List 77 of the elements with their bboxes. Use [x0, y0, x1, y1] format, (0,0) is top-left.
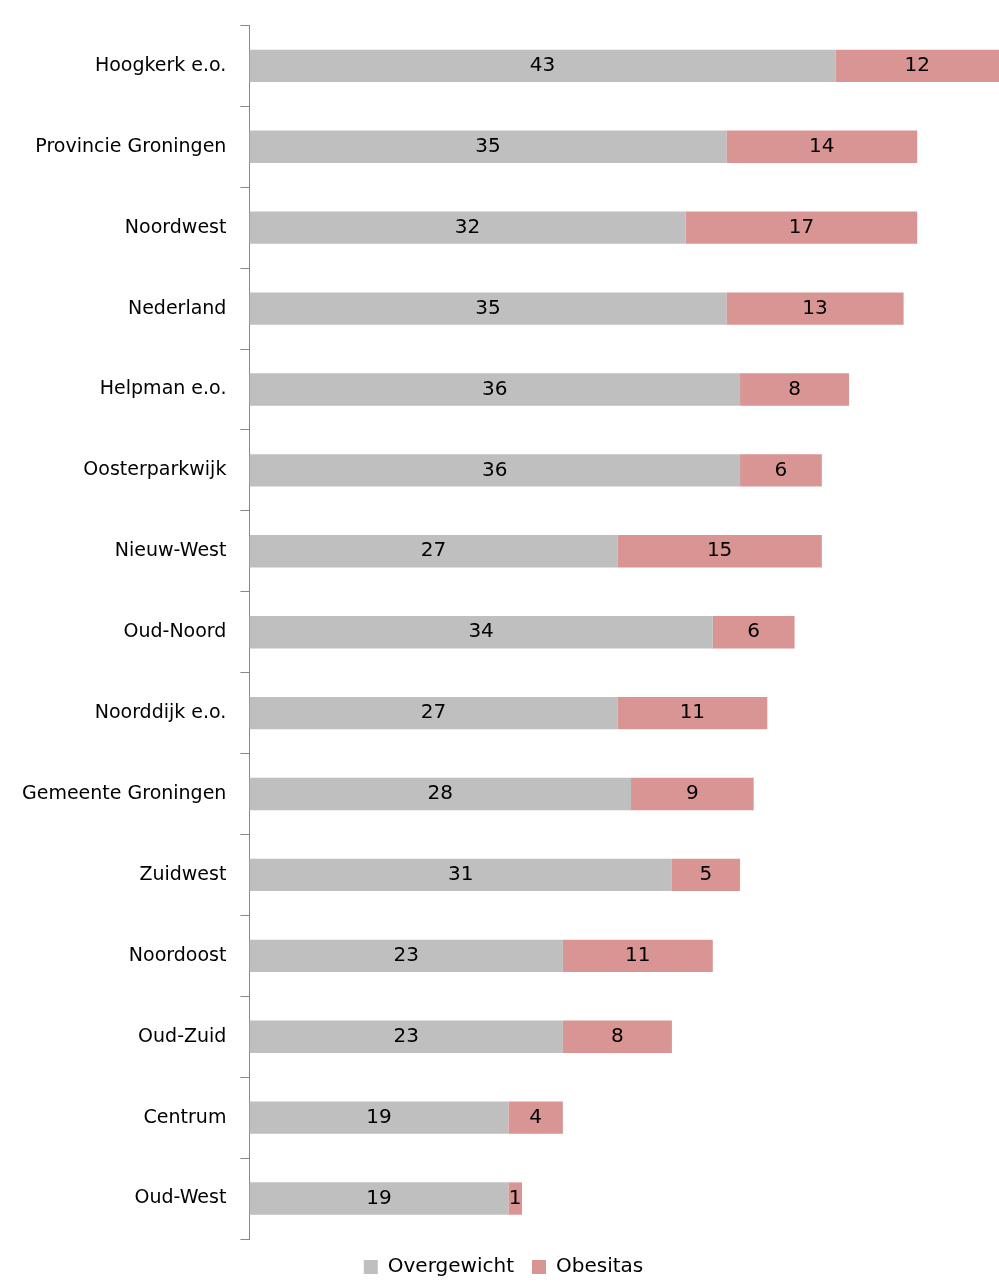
bar	[249, 292, 727, 325]
bar	[562, 939, 713, 973]
bar	[249, 130, 727, 163]
data-label: 43	[529, 52, 556, 77]
data-label: 9	[685, 780, 699, 805]
y-tick-label: Oud-Zuid	[138, 1023, 227, 1046]
bar	[249, 696, 618, 730]
data-label: 11	[679, 699, 706, 724]
data-label: 27	[420, 699, 447, 724]
bar	[726, 130, 918, 163]
bar	[249, 1020, 563, 1053]
bar	[617, 535, 822, 568]
legend-label: Obesitas	[555, 1253, 644, 1278]
data-label: 17	[788, 213, 815, 238]
y-tick-label: Hoogkerk e.o.	[94, 52, 227, 75]
bar	[249, 616, 713, 649]
data-label: 23	[393, 1022, 419, 1047]
y-tick-label: Nieuw-West	[114, 538, 227, 561]
data-label: 34	[468, 618, 494, 643]
data-label: 5	[699, 861, 713, 886]
bar	[671, 858, 741, 892]
y-tick-label: Noordwest	[124, 214, 227, 237]
bar	[249, 858, 672, 892]
data-label: 27	[420, 537, 447, 562]
data-label: 36	[482, 456, 508, 481]
y-tick-label: Zuidwest	[139, 861, 227, 884]
data-label: 8	[788, 375, 801, 400]
data-label: 4	[529, 1103, 542, 1128]
bar	[249, 49, 836, 83]
data-label: 35	[475, 132, 501, 157]
y-tick-label: Helpman e.o.	[99, 376, 227, 399]
data-label: 19	[366, 1184, 392, 1209]
bar	[508, 1101, 563, 1134]
y-tick-label: Gemeente Groningen	[22, 780, 227, 803]
y-tick-label: Oosterparkwijk	[83, 457, 227, 480]
y-tick-label: Centrum	[143, 1104, 227, 1127]
bar	[617, 696, 768, 730]
bar	[249, 454, 741, 487]
bar	[249, 1101, 509, 1134]
bar	[249, 535, 618, 568]
legend-label: Overgewicht	[387, 1253, 515, 1278]
bar	[740, 373, 850, 406]
bar	[508, 1182, 522, 1215]
data-label: 19	[366, 1103, 392, 1128]
data-label: 36	[482, 375, 508, 400]
data-label: 13	[802, 294, 828, 319]
bar	[712, 616, 795, 649]
data-label: 11	[625, 942, 651, 967]
data-label: 6	[747, 618, 761, 643]
y-tick-label: Oud-Noord	[123, 619, 227, 642]
bar	[740, 454, 822, 487]
data-label: 14	[809, 132, 835, 157]
data-label: 15	[706, 537, 733, 562]
bar	[562, 1020, 672, 1053]
bar	[249, 777, 632, 811]
bar	[249, 1182, 509, 1215]
bar	[249, 939, 563, 973]
data-label: 12	[904, 52, 930, 77]
data-label: 28	[427, 780, 453, 805]
data-label: 1	[508, 1184, 522, 1209]
y-tick-label: Noorddijk e.o.	[94, 700, 227, 723]
bar	[835, 49, 999, 83]
data-label: 32	[454, 213, 481, 238]
data-label: 6	[774, 456, 788, 481]
data-label: 23	[393, 942, 419, 967]
y-tick-label: Provincie Groningen	[35, 133, 227, 156]
bar	[726, 292, 904, 325]
data-label: 8	[611, 1022, 624, 1047]
bar	[631, 777, 754, 811]
y-tick-label: Noordoost	[128, 942, 227, 965]
bar	[249, 211, 686, 244]
y-tick-label: Oud-West	[134, 1185, 227, 1208]
bar	[249, 373, 741, 406]
bar	[685, 211, 918, 244]
y-tick-label: Nederland	[127, 295, 227, 318]
data-label: 35	[475, 294, 501, 319]
data-label: 31	[447, 861, 474, 886]
